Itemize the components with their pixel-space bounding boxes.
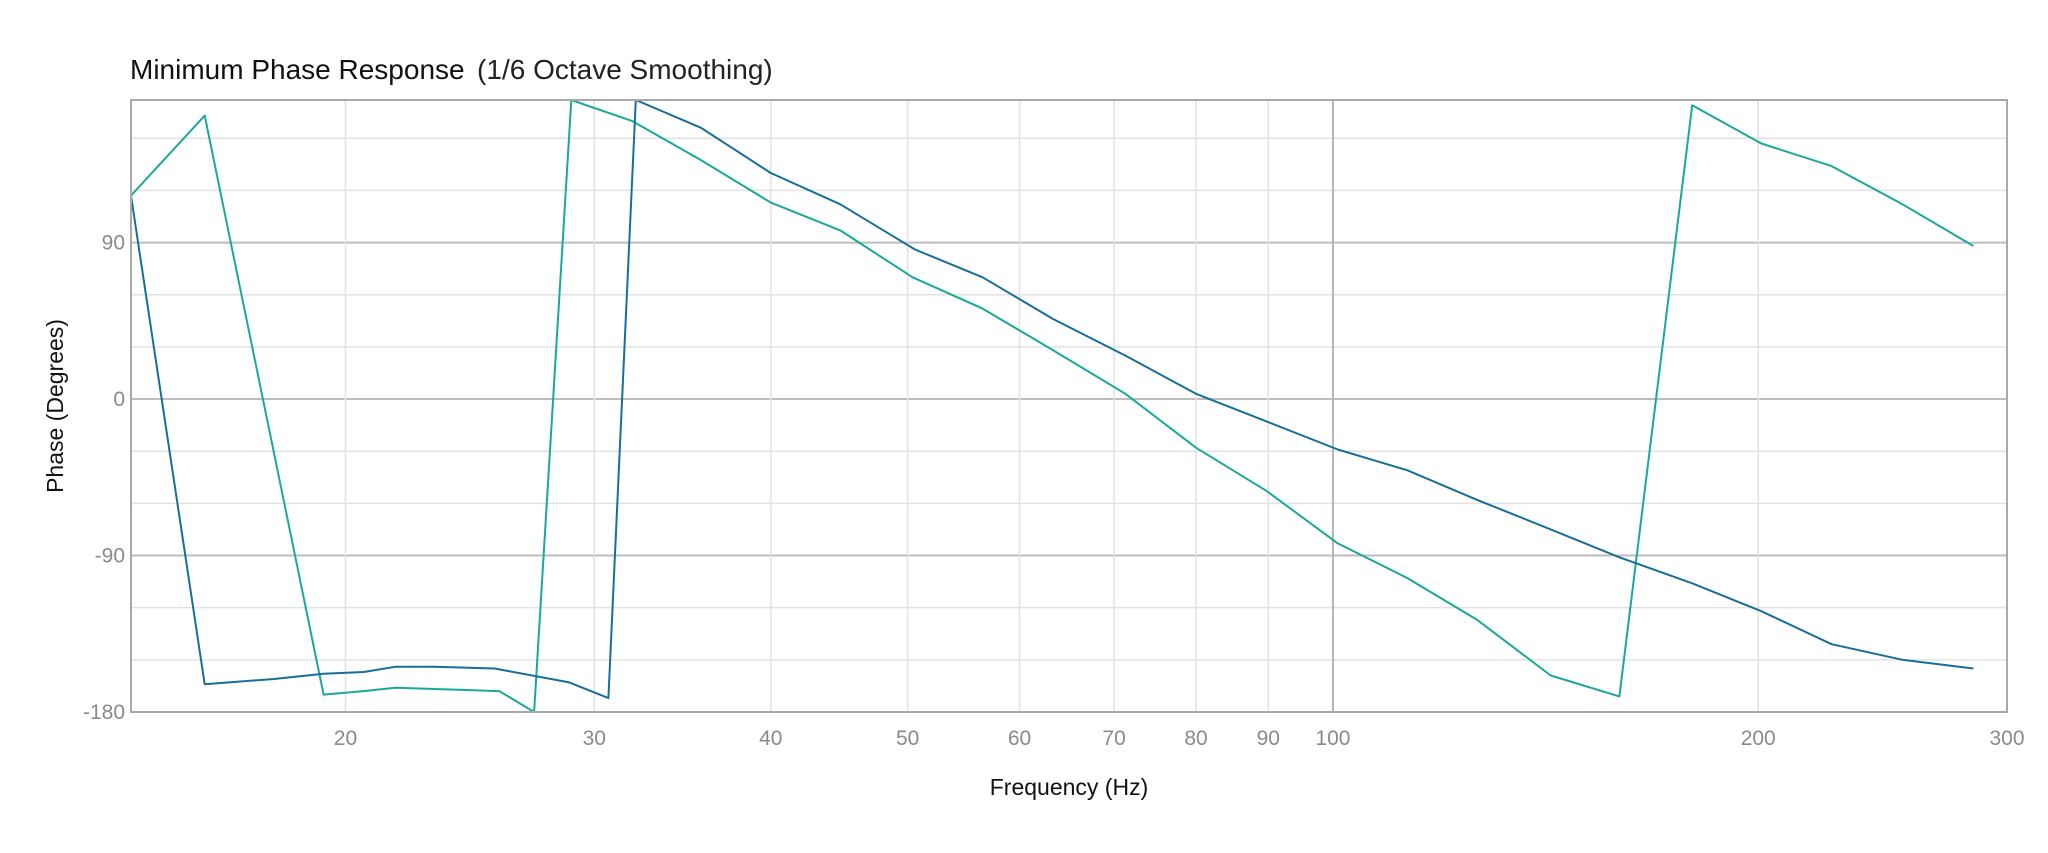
x-tick-label: 30 bbox=[583, 727, 606, 750]
x-tick-label: 40 bbox=[759, 727, 782, 750]
chart-title-sub: (1/6 Octave Smoothing) bbox=[477, 54, 773, 85]
plot-series bbox=[131, 100, 1974, 712]
y-tick-label: -90 bbox=[95, 545, 125, 568]
x-tick-label: 80 bbox=[1184, 727, 1207, 750]
y-tick-label: 0 bbox=[113, 388, 125, 411]
series-line-1 bbox=[131, 100, 1974, 712]
x-tick-label: 200 bbox=[1741, 727, 1776, 750]
x-tick-label: 300 bbox=[1989, 727, 2024, 750]
chart-title-main: Minimum Phase Response bbox=[130, 54, 465, 85]
x-tick-label: 70 bbox=[1102, 727, 1125, 750]
y-tick-label: 90 bbox=[102, 232, 125, 255]
chart-title: Minimum Phase Response (1/6 Octave Smoot… bbox=[130, 54, 773, 85]
plot-frame bbox=[130, 99, 2008, 713]
y-axis-ticks: 90 0 -90 -180 bbox=[83, 232, 125, 724]
x-tick-label: 60 bbox=[1008, 727, 1031, 750]
plot-grid bbox=[131, 100, 2007, 713]
series-line-2 bbox=[131, 100, 1974, 700]
x-axis-ticks: 20 30 40 50 60 70 80 90 100 200 300 bbox=[334, 727, 2025, 750]
x-tick-label: 50 bbox=[896, 727, 919, 750]
y-axis-label: Phase (Degrees) bbox=[42, 319, 68, 493]
x-tick-label: 100 bbox=[1315, 727, 1350, 750]
x-tick-label: 20 bbox=[334, 727, 357, 750]
y-tick-label: -180 bbox=[83, 701, 125, 724]
x-axis-label: Frequency (Hz) bbox=[990, 774, 1148, 800]
x-tick-label: 90 bbox=[1257, 727, 1280, 750]
